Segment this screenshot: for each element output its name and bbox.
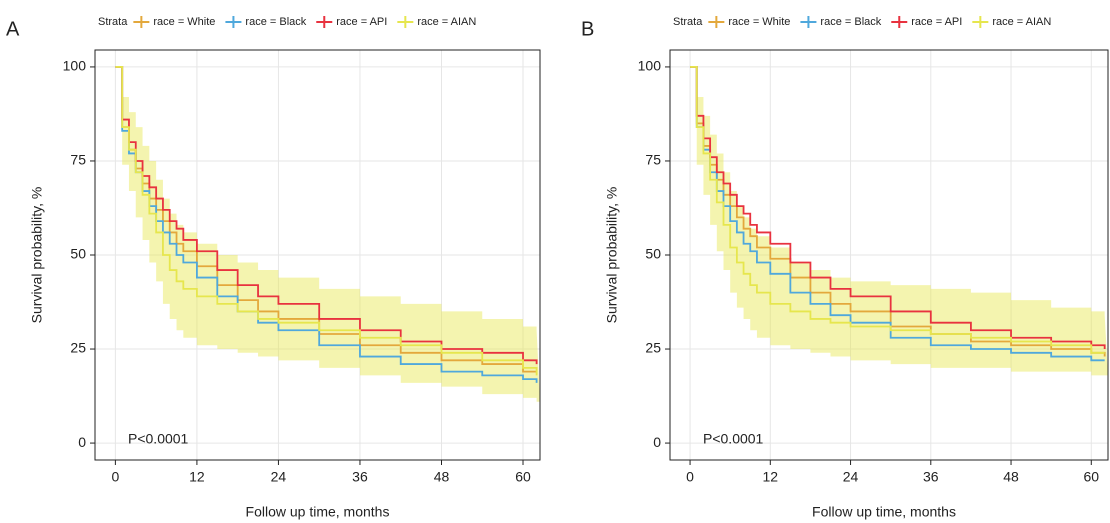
x-tick-label: 60	[1083, 469, 1099, 485]
x-tick-label: 48	[434, 469, 450, 485]
y-axis-label: Survival probability, %	[604, 187, 620, 324]
y-tick-label: 75	[70, 152, 86, 168]
y-tick-label: 75	[645, 152, 661, 168]
x-tick-label: 24	[271, 469, 287, 485]
y-axis-label: Survival probability, %	[29, 187, 45, 324]
panel-label: A	[6, 18, 20, 40]
survival-curve	[690, 66, 1105, 362]
survival-curve	[690, 66, 1106, 350]
x-tick-label: 12	[763, 469, 779, 485]
x-tick-label: 36	[352, 469, 368, 485]
legend-label: race = API	[336, 16, 387, 28]
legend-label: race = Black	[820, 16, 881, 28]
p-value-annotation: P<0.0001	[703, 431, 764, 447]
y-tick-label: 50	[70, 246, 86, 262]
plot-area	[690, 66, 1108, 376]
x-tick-label: 12	[189, 469, 205, 485]
confidence-band	[690, 66, 1108, 376]
legend-label: race = White	[153, 16, 215, 28]
y-tick-label: 100	[638, 58, 662, 74]
p-value-annotation: P<0.0001	[128, 431, 189, 447]
x-axis-label: Follow up time, months	[246, 504, 390, 520]
x-tick-label: 24	[843, 469, 859, 485]
legend-label: race = Black	[245, 16, 306, 28]
y-tick-label: 25	[70, 340, 86, 356]
legend-label: race = White	[728, 16, 790, 28]
legend-label: race = AIAN	[417, 16, 476, 28]
survival-curve	[115, 66, 538, 365]
confidence-band	[115, 66, 540, 402]
x-tick-label: 0	[686, 469, 694, 485]
legend-title: Strata	[673, 16, 703, 28]
legend-title: Strata	[98, 16, 128, 28]
y-tick-label: 100	[63, 58, 87, 74]
y-tick-label: 0	[653, 434, 661, 450]
survival-curve	[115, 66, 538, 376]
survival-curve	[690, 66, 1105, 354]
x-tick-label: 0	[111, 469, 119, 485]
y-tick-label: 50	[645, 246, 661, 262]
plot-area	[115, 66, 540, 402]
x-tick-label: 48	[1003, 469, 1019, 485]
x-axis-label: Follow up time, months	[812, 504, 956, 520]
x-tick-label: 60	[515, 469, 531, 485]
legend-label: race = AIAN	[992, 16, 1051, 28]
x-tick-label: 36	[923, 469, 939, 485]
y-tick-label: 0	[78, 434, 86, 450]
panel-label: B	[581, 18, 594, 40]
y-tick-label: 25	[645, 340, 661, 356]
legend-label: race = API	[911, 16, 962, 28]
